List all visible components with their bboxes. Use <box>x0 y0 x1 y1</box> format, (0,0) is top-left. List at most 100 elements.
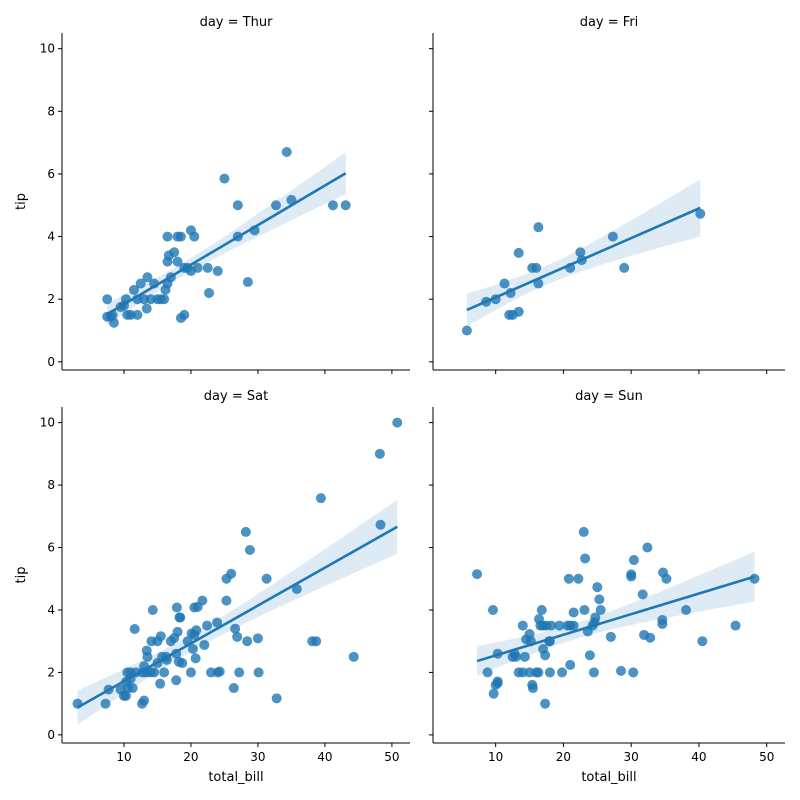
data-point <box>327 200 338 211</box>
x-tick-label: 40 <box>317 750 332 764</box>
y-tick-label: 0 <box>47 355 55 369</box>
data-point <box>214 666 225 677</box>
data-point <box>162 231 173 242</box>
y-tick: 2 <box>47 292 62 306</box>
data-point <box>155 631 166 642</box>
x-tick-label: 40 <box>691 750 706 764</box>
y-tick-label: 8 <box>47 478 55 492</box>
data-point <box>242 636 253 647</box>
data-point <box>187 644 198 655</box>
data-point <box>628 667 639 678</box>
x-axis-label: total_bill <box>581 770 636 785</box>
data-point <box>580 553 591 564</box>
y-tick-label: 6 <box>47 541 55 555</box>
data-point <box>533 667 544 678</box>
data-point <box>536 604 547 615</box>
data-point <box>575 247 586 258</box>
y-axis-label: tip <box>14 567 29 584</box>
data-point <box>141 303 152 314</box>
data-point <box>616 665 627 676</box>
x-tick: 40 <box>691 743 707 764</box>
data-point <box>281 147 292 158</box>
data-point <box>519 651 530 662</box>
regression-line <box>106 172 347 316</box>
data-point <box>179 309 190 320</box>
panel-title: day = Thur <box>200 15 273 30</box>
x-tick: 50 <box>759 743 774 764</box>
data-point <box>472 569 483 580</box>
x-tick-label: 20 <box>556 750 571 764</box>
panel-title: day = Sun <box>575 389 643 404</box>
data-point <box>595 604 606 615</box>
data-point <box>232 631 243 642</box>
data-point <box>488 688 499 699</box>
y-tick: 8 <box>47 478 62 492</box>
x-tick-label: 10 <box>116 750 131 764</box>
x-tick: 40 <box>317 743 333 764</box>
data-point <box>120 690 131 701</box>
y-tick-label: 10 <box>40 42 55 56</box>
data-point <box>129 284 140 295</box>
data-point <box>584 650 595 661</box>
data-point <box>546 620 557 631</box>
data-point <box>594 594 605 605</box>
y-tick-label: 6 <box>47 167 55 181</box>
data-point <box>172 256 183 267</box>
data-point <box>253 667 264 678</box>
data-point <box>492 676 503 687</box>
data-point <box>565 659 576 670</box>
y-tick: 8 <box>47 104 62 118</box>
data-point <box>513 247 524 258</box>
y-tick-label: 0 <box>47 728 55 742</box>
data-point <box>348 651 359 662</box>
data-point <box>242 276 253 287</box>
data-point <box>252 633 263 644</box>
data-point <box>527 683 538 694</box>
data-point <box>392 417 403 428</box>
y-tick: 4 <box>47 603 62 617</box>
data-point <box>192 262 203 273</box>
data-point <box>171 675 182 686</box>
data-point <box>540 650 551 661</box>
panel-title: day = Fri <box>580 15 639 30</box>
data-point <box>142 272 153 283</box>
x-tick: 50 <box>384 743 400 764</box>
data-point <box>461 325 472 336</box>
y-tick: 0 <box>47 355 62 369</box>
data-point <box>681 604 692 615</box>
data-point <box>159 294 170 305</box>
data-point <box>661 573 672 584</box>
facet-panel-2: 10 20 30 40 50 0 2 4 6 8 10 day = Sat total_bill tip <box>14 389 410 785</box>
data-point <box>695 208 706 219</box>
regression-line <box>76 525 398 709</box>
data-point <box>533 222 544 233</box>
data-point <box>129 624 140 635</box>
confidence-band <box>77 499 398 725</box>
data-point <box>175 612 186 623</box>
data-point <box>240 526 251 537</box>
data-point <box>127 683 138 694</box>
data-point <box>340 200 351 211</box>
x-tick: 20 <box>183 743 199 764</box>
data-point <box>291 584 302 595</box>
x-axis-label: total_bill <box>208 770 263 785</box>
data-point <box>730 620 741 631</box>
data-point <box>315 493 326 504</box>
data-point <box>579 604 590 615</box>
x-tick-label: 30 <box>624 750 639 764</box>
data-point <box>141 645 152 656</box>
data-point <box>132 309 143 320</box>
data-point <box>513 306 524 317</box>
data-point <box>605 631 616 642</box>
data-point <box>607 231 618 242</box>
data-point <box>578 526 589 537</box>
y-tick: 10 <box>40 42 62 56</box>
data-point <box>499 278 510 289</box>
x-tick: 20 <box>556 743 571 764</box>
facet-panel-1: day = Fri <box>429 15 785 374</box>
data-point <box>637 589 648 600</box>
data-point <box>374 448 385 459</box>
regression-line <box>476 575 755 663</box>
data-point <box>175 231 186 242</box>
